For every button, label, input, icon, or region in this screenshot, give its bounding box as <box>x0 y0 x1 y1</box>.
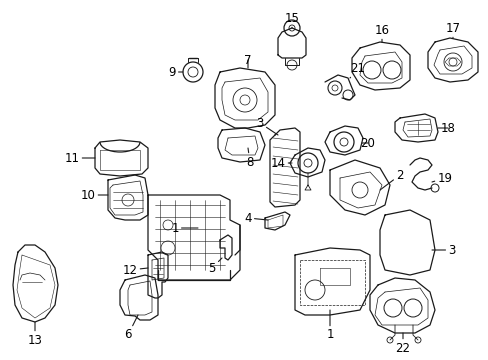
Text: 17: 17 <box>445 22 460 38</box>
Text: 7: 7 <box>244 54 251 68</box>
Text: 14: 14 <box>270 157 291 170</box>
Text: 3: 3 <box>256 117 278 135</box>
Text: 12: 12 <box>122 264 148 276</box>
Text: 9: 9 <box>168 66 183 78</box>
Text: 16: 16 <box>374 23 389 42</box>
Text: 20: 20 <box>360 136 375 149</box>
Text: 13: 13 <box>27 322 42 346</box>
Text: 10: 10 <box>81 189 108 202</box>
Text: 1: 1 <box>171 221 198 234</box>
Text: 3: 3 <box>431 243 455 257</box>
Text: 22: 22 <box>395 333 409 355</box>
Text: 18: 18 <box>437 122 454 135</box>
Text: 5: 5 <box>208 258 222 274</box>
Text: 15: 15 <box>284 12 299 28</box>
Text: 6: 6 <box>124 315 138 342</box>
Text: 19: 19 <box>431 171 451 185</box>
Text: 1: 1 <box>325 310 333 342</box>
Text: 11: 11 <box>64 152 95 165</box>
Text: 21: 21 <box>349 62 365 78</box>
Text: 4: 4 <box>244 212 267 225</box>
Text: 2: 2 <box>379 168 403 190</box>
Text: 8: 8 <box>246 148 253 168</box>
